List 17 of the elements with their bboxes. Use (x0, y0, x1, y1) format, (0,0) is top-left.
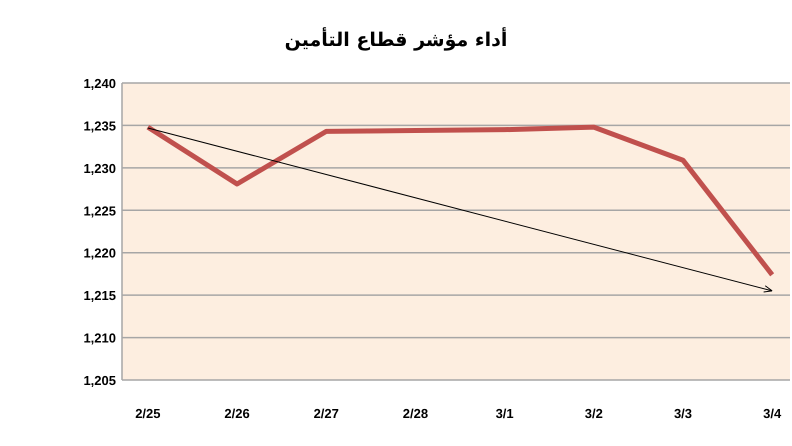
x-tick-label: 2/25 (135, 406, 161, 421)
y-tick-label: 1,240 (83, 76, 116, 91)
x-tick-label: 2/28 (402, 406, 428, 421)
y-tick-label: 1,220 (83, 246, 116, 261)
y-tick-label: 1,215 (83, 288, 116, 304)
y-tick-label: 1,235 (83, 118, 116, 134)
y-tick-label: 1,230 (83, 160, 116, 176)
x-tick-label: 3/3 (674, 406, 692, 421)
x-tick-label: 3/2 (584, 406, 603, 421)
chart-title: أداء مؤشر قطاع التأمين (284, 27, 508, 51)
y-tick-label: 1,205 (83, 373, 116, 388)
x-tick-label: 2/27 (314, 406, 339, 421)
x-tick-label: 3/1 (496, 406, 514, 421)
y-tick-label: 1,225 (83, 203, 116, 218)
x-tick-label: 3/4 (763, 406, 782, 421)
x-tick-label: 2/26 (224, 406, 250, 421)
y-tick-label: 1,210 (83, 330, 116, 346)
